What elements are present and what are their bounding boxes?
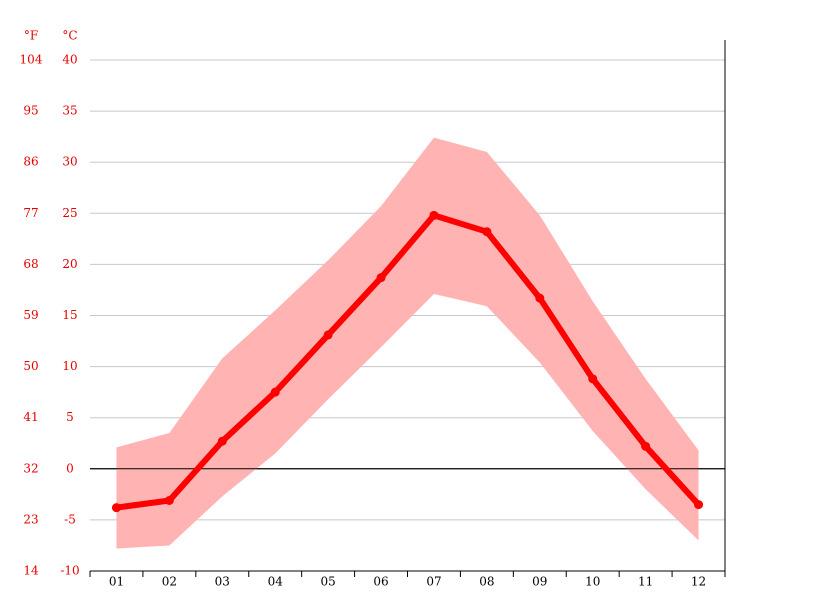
y2-tick-label: 86 [23, 155, 38, 169]
y2-tick-label: 32 [23, 461, 38, 475]
x-tick-label: 04 [268, 575, 284, 589]
y2-tick-label: 41 [23, 410, 38, 424]
y2-tick-label: 104 [20, 53, 43, 67]
mean-point [164, 495, 174, 505]
x-tick-label: 08 [479, 575, 494, 589]
y2-tick-label: 50 [23, 359, 38, 373]
mean-point [429, 210, 439, 220]
mean-point [588, 374, 598, 384]
temperature-range [116, 137, 699, 549]
x-tick-label: 09 [532, 575, 547, 589]
y-tick-label: 5 [66, 410, 74, 424]
y2-tick-label: 68 [23, 257, 38, 271]
x-tick-label: 10 [585, 575, 600, 589]
mean-line [116, 212, 701, 511]
y-axis-label: °C [62, 29, 77, 43]
mean-point [694, 500, 704, 510]
x-tick-label: 06 [373, 575, 388, 589]
x-tick-label: 02 [162, 575, 177, 589]
y-tick-label: -10 [60, 564, 79, 578]
y-tick-label: 40 [62, 53, 77, 67]
mean-point [376, 273, 386, 283]
y2-tick-label: 59 [23, 308, 38, 322]
y-tick-label: 25 [62, 206, 77, 220]
y-tick-label: -5 [64, 512, 76, 526]
x-tick-label: 05 [320, 575, 335, 589]
mean-point [323, 330, 333, 340]
mean-point [217, 436, 227, 446]
mean-point [270, 387, 280, 397]
y-tick-label: 30 [62, 155, 77, 169]
mean-point [535, 293, 545, 303]
mean-point [111, 503, 121, 513]
y-tick-label: 15 [62, 308, 77, 322]
y-tick-label: 0 [66, 461, 74, 475]
x-tick-label: 01 [109, 575, 124, 589]
x-tick-label: 11 [638, 575, 653, 589]
x-tick-label: 07 [426, 575, 441, 589]
y2-tick-label: 95 [23, 104, 38, 118]
y-tick-label: 20 [62, 257, 77, 271]
y2-axis-label: °F [24, 29, 38, 43]
x-tick-label: 03 [215, 575, 230, 589]
y2-tick-label: 14 [23, 564, 39, 578]
mean-point [482, 227, 492, 237]
y2-tick-label: 23 [23, 512, 38, 526]
x-tick-label: 12 [691, 575, 706, 589]
mean-point [641, 441, 651, 451]
y2-tick-label: 77 [23, 206, 38, 220]
y-tick-label: 35 [62, 104, 77, 118]
y-tick-label: 10 [62, 359, 77, 373]
